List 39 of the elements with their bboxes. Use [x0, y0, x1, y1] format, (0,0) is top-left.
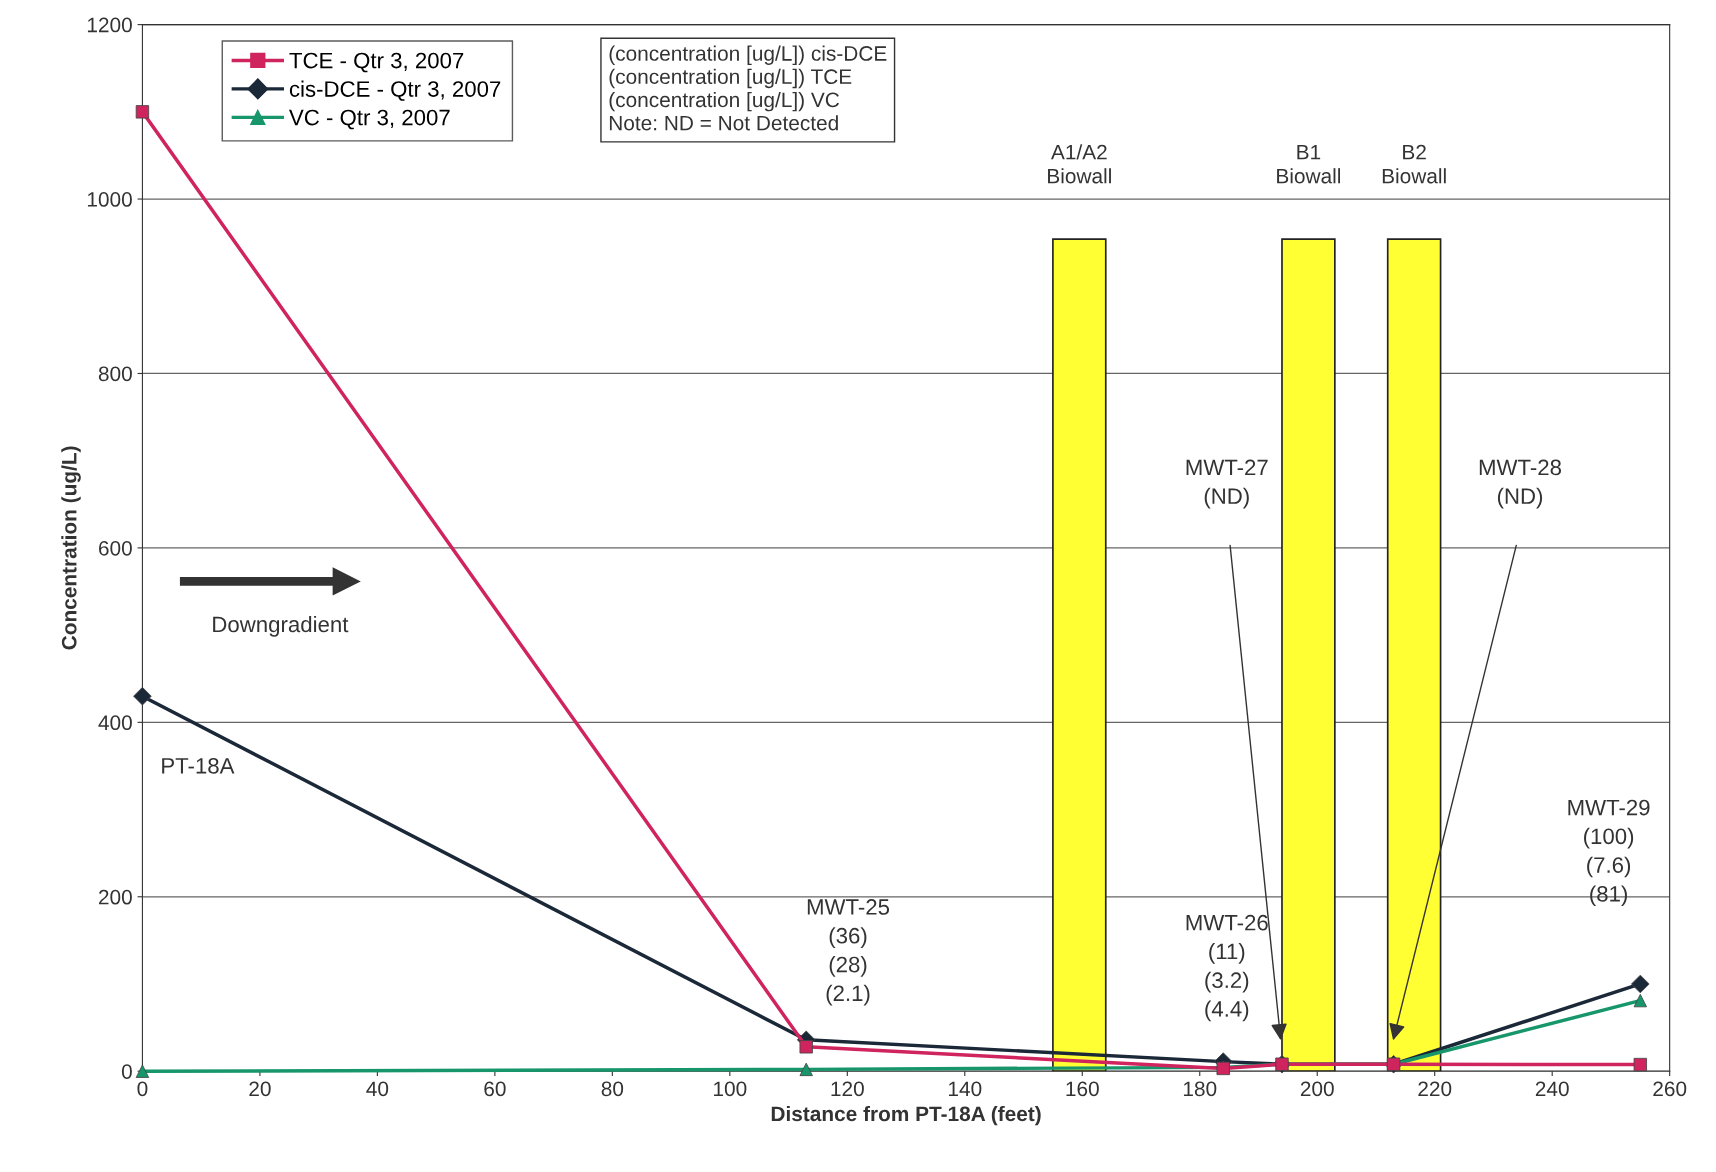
x-tick-label: 40 [366, 1081, 389, 1097]
x-tick-label: 200 [1300, 1081, 1334, 1097]
x-tick-label: 240 [1535, 1081, 1569, 1097]
x-tick-label: 0 [137, 1081, 148, 1097]
y-tick-label: 600 [99, 540, 132, 556]
band-label: B2 Biowall [1382, 144, 1446, 184]
band-label: A1/A2 Biowall [1048, 144, 1111, 184]
annotation: MWT-28 (ND) [1479, 459, 1562, 509]
x-tick-label: 20 [249, 1081, 271, 1097]
point [1631, 974, 1650, 994]
x-tick-label: 140 [949, 1081, 982, 1097]
y-tick-label: 0 [121, 1064, 132, 1079]
annotation: MWT-25 (36) (28) (2.1) [807, 899, 890, 1006]
y-tick-label: 1000 [87, 192, 132, 207]
point [133, 686, 152, 706]
x-tick-label: 80 [601, 1081, 624, 1097]
x-tick-label: 60 [484, 1081, 506, 1097]
annotation: MWT-27 (ND) [1186, 459, 1268, 509]
legend-label: TCE - Qtr 3, 2007 [289, 52, 464, 73]
x-tick-label: 180 [1183, 1081, 1217, 1097]
legend-label: VC - Qtr 3, 2007 [289, 109, 450, 130]
annotation: PT-18A [162, 757, 235, 774]
x-tick-label: 120 [831, 1081, 864, 1097]
x-tick-label: 160 [1066, 1081, 1099, 1097]
x-tick-label: 100 [714, 1081, 747, 1097]
y-tick-label: 1200 [87, 17, 132, 33]
annotation: (concentration [ug/L]) cis-DCE (concentration [ug/L]) TCE (concentration [ug/L]) VC Note: ND = Not Detected [609, 45, 887, 131]
x-tick-label: 220 [1418, 1081, 1452, 1097]
y-tick-label: 800 [98, 366, 132, 382]
annotation: MWT-26 (11) (3.2) (4.4) [1186, 914, 1268, 1022]
x-tick-label: 260 [1653, 1081, 1687, 1097]
y-tick-label: 400 [98, 715, 132, 731]
y-tick-label: 200 [99, 889, 132, 905]
y-axis-title: Concentration (ug/L) [61, 446, 81, 650]
annotation: Downgradient [213, 615, 349, 637]
legend-label: cis-DCE - Qtr 3, 2007 [289, 80, 501, 101]
point [1633, 1057, 1647, 1072]
x-axis-title: Distance from PT-18A (feet) [771, 1105, 1041, 1126]
band-label: B1 Biowall [1277, 144, 1341, 184]
